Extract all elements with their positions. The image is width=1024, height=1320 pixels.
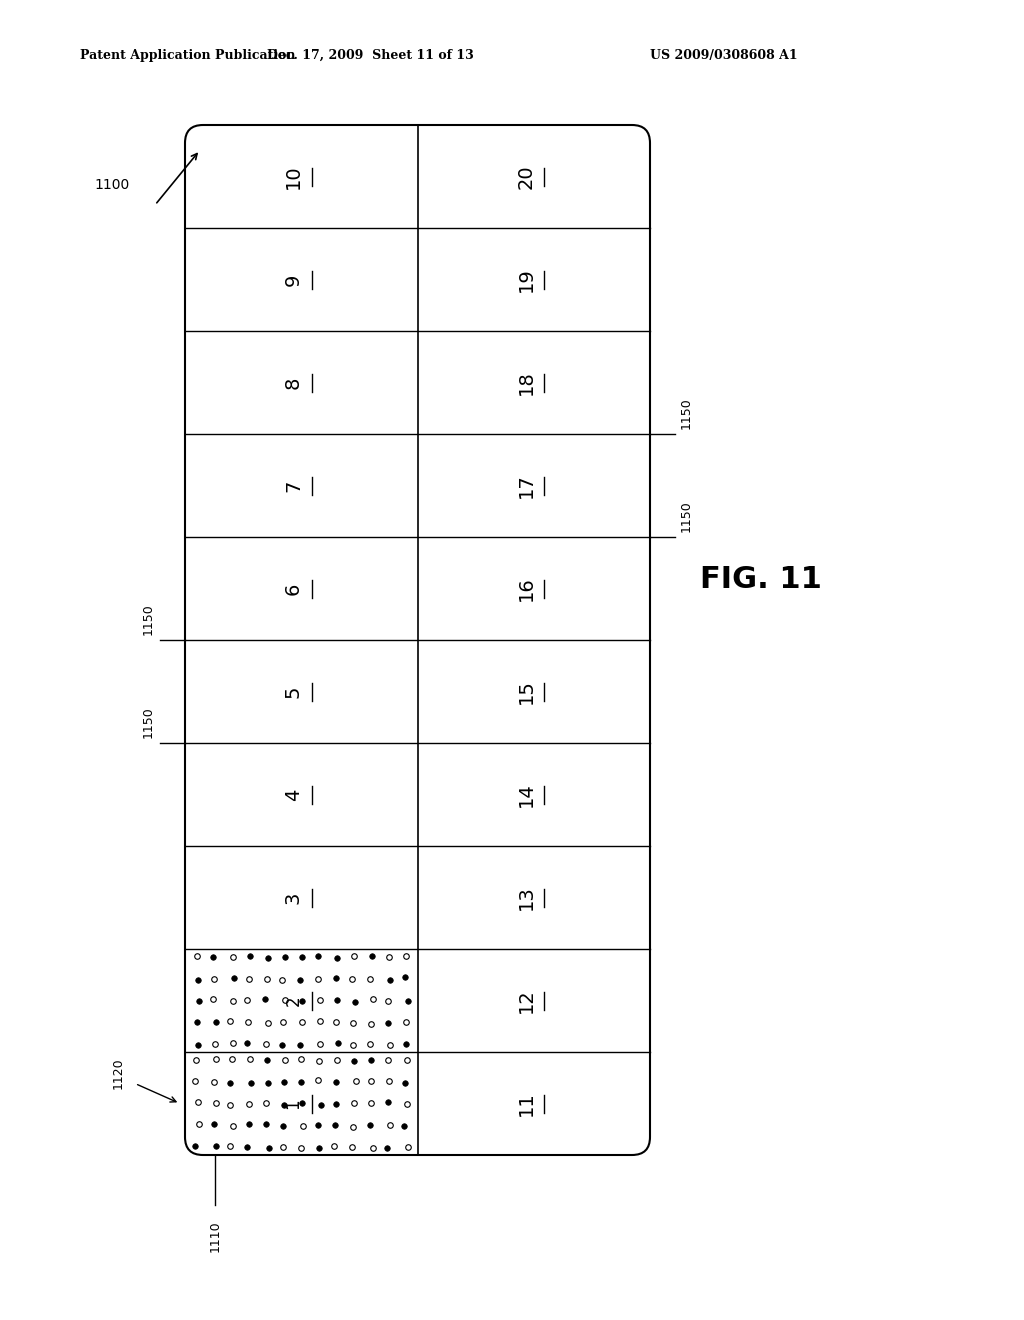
- Text: 1100: 1100: [95, 178, 130, 191]
- Text: 1110: 1110: [209, 1220, 221, 1251]
- Text: 1150: 1150: [680, 500, 693, 532]
- Text: 1: 1: [285, 1098, 302, 1109]
- Text: 1150: 1150: [142, 603, 155, 635]
- Text: 4: 4: [284, 788, 303, 801]
- Text: 12: 12: [516, 989, 536, 1012]
- Text: 8: 8: [284, 376, 303, 388]
- Text: Dec. 17, 2009  Sheet 11 of 13: Dec. 17, 2009 Sheet 11 of 13: [266, 49, 473, 62]
- Text: 1120: 1120: [112, 1057, 125, 1089]
- FancyBboxPatch shape: [185, 125, 650, 1155]
- Text: 7: 7: [284, 479, 303, 491]
- Text: 14: 14: [516, 783, 536, 807]
- Text: 18: 18: [516, 370, 536, 395]
- Text: 1150: 1150: [680, 397, 693, 429]
- Text: 1150: 1150: [142, 706, 155, 738]
- Text: 2: 2: [285, 995, 302, 1006]
- Text: Patent Application Publication: Patent Application Publication: [80, 49, 296, 62]
- Text: 11: 11: [516, 1092, 536, 1115]
- Text: 9: 9: [284, 273, 303, 285]
- Text: 19: 19: [516, 267, 536, 292]
- Text: 6: 6: [284, 582, 303, 595]
- Text: 17: 17: [516, 473, 536, 498]
- Text: 16: 16: [516, 576, 536, 601]
- Text: FIG. 11: FIG. 11: [700, 565, 822, 594]
- Text: 10: 10: [284, 164, 303, 189]
- Text: 20: 20: [516, 164, 536, 189]
- Text: US 2009/0308608 A1: US 2009/0308608 A1: [650, 49, 798, 62]
- Text: 5: 5: [284, 685, 303, 698]
- Text: 15: 15: [516, 678, 536, 704]
- Text: 13: 13: [516, 886, 536, 909]
- Text: 3: 3: [284, 891, 303, 904]
